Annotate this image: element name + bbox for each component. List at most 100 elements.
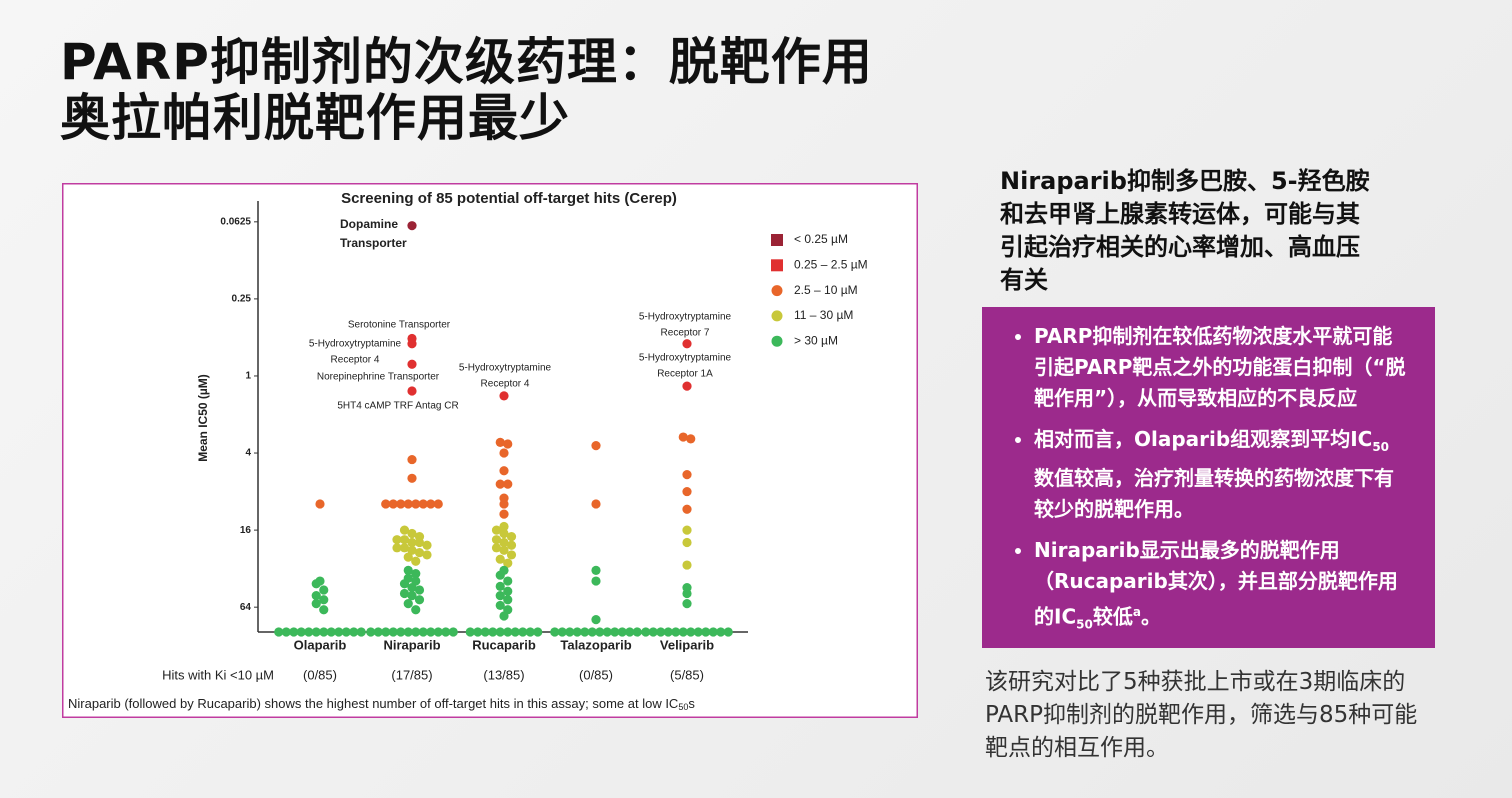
data-point [392, 535, 402, 545]
data-point [499, 499, 509, 509]
data-point [488, 627, 498, 637]
data-point [381, 627, 391, 637]
data-point [572, 627, 582, 637]
data-point [701, 627, 711, 637]
data-point [682, 588, 692, 599]
data-point [422, 550, 432, 560]
legend-label: < 0.25 µM [794, 232, 848, 246]
data-point [414, 595, 425, 605]
data-point [503, 595, 513, 605]
data-point [591, 614, 601, 625]
data-point [591, 441, 601, 451]
data-point [399, 535, 410, 545]
legend-swatch [771, 335, 783, 347]
annotation: Transporter [340, 236, 407, 250]
data-point [373, 627, 383, 637]
title-line: 奥拉帕利脱靶作用最少 [60, 89, 570, 147]
data-point [388, 499, 398, 509]
data-point [503, 558, 513, 568]
footer-text: 该研究对比了5种获批上市或在3期临床的PARP抑制剂的脱靶作用，筛选与85种可能… [985, 669, 1418, 761]
data-point [403, 565, 413, 575]
data-point [414, 537, 425, 548]
data-point [289, 627, 299, 637]
data-point [550, 627, 560, 637]
data-point [682, 486, 692, 497]
data-point [495, 570, 505, 580]
y-tick-label: 64 [240, 602, 252, 613]
annotation: Receptor 1A [657, 369, 713, 380]
data-point [403, 552, 413, 562]
data-point [525, 627, 535, 637]
data-point [381, 499, 391, 509]
data-point [723, 627, 733, 637]
data-point [506, 532, 517, 542]
data-point [591, 499, 601, 509]
data-point [663, 627, 673, 637]
data-point [407, 359, 417, 369]
legend-swatch [771, 310, 783, 322]
footnote-part: Niraparib (followed by Rucaparib) shows … [68, 696, 678, 711]
y-tick-label: 4 [245, 448, 251, 459]
legend-swatch [771, 234, 783, 246]
data-point [591, 565, 601, 575]
hits-count: (0/85) [579, 667, 613, 682]
data-point [656, 627, 666, 637]
data-point [433, 499, 443, 509]
bullet-text: 50 [1372, 440, 1390, 454]
data-point [686, 434, 696, 444]
data-point [414, 585, 425, 595]
data-point [693, 627, 703, 637]
hits-label: Hits with Ki <10 µM [162, 667, 274, 682]
data-point [334, 627, 344, 637]
data-point [499, 466, 509, 476]
annotation: Receptor 4 [481, 379, 530, 390]
data-point [495, 479, 505, 489]
data-point [426, 627, 436, 637]
data-point [557, 627, 567, 637]
footnote: Niraparib (followed by Rucaparib) shows … [68, 696, 695, 712]
data-point [341, 627, 351, 637]
data-point [311, 591, 321, 601]
x-tick-label: Rucaparib [472, 637, 536, 652]
data-point [411, 605, 421, 615]
data-point [399, 588, 410, 599]
x-tick-label: Olaparib [294, 637, 347, 652]
data-point [491, 543, 502, 553]
data-point [480, 627, 490, 637]
y-axis-label: Mean IC50 (µM) [196, 374, 210, 462]
data-point [671, 627, 681, 637]
data-point [403, 598, 413, 609]
data-point [319, 627, 329, 637]
legend-label: > 30 µM [794, 333, 838, 347]
y-tick-label: 1 [245, 371, 251, 382]
chart-title: Screening of 85 potential off-target hit… [341, 190, 677, 207]
data-point [682, 598, 692, 609]
data-point [617, 627, 627, 637]
data-point [407, 591, 417, 601]
x-tick-label: Niraparib [383, 637, 440, 652]
chart: Screening of 85 potential off-target hit… [62, 183, 918, 718]
data-point [426, 499, 436, 509]
x-tick-label: Talazoparib [560, 637, 631, 652]
data-point [503, 439, 513, 449]
data-point [311, 579, 321, 589]
data-point [499, 509, 509, 519]
data-point [311, 627, 321, 637]
data-point [311, 598, 321, 609]
data-point [648, 627, 658, 637]
data-point [411, 569, 421, 579]
footnote-part: s [688, 696, 695, 711]
data-point [403, 499, 413, 509]
data-point [388, 627, 398, 637]
data-point [495, 554, 505, 564]
data-point [414, 548, 425, 558]
data-point [510, 627, 520, 637]
y-tick-label: 0.0625 [220, 216, 251, 227]
bullet-list: PARP抑制剂在较低药物浓度水平就可能引起PARP靶点之外的功能蛋白抑制（“脱靶… [1012, 321, 1409, 641]
data-point [491, 535, 502, 545]
data-point [441, 627, 451, 637]
bullet-text: 相对而言，Olaparib组观察到平均IC [1034, 427, 1373, 451]
data-point [349, 627, 359, 637]
data-point [396, 627, 406, 637]
data-point [591, 576, 601, 586]
